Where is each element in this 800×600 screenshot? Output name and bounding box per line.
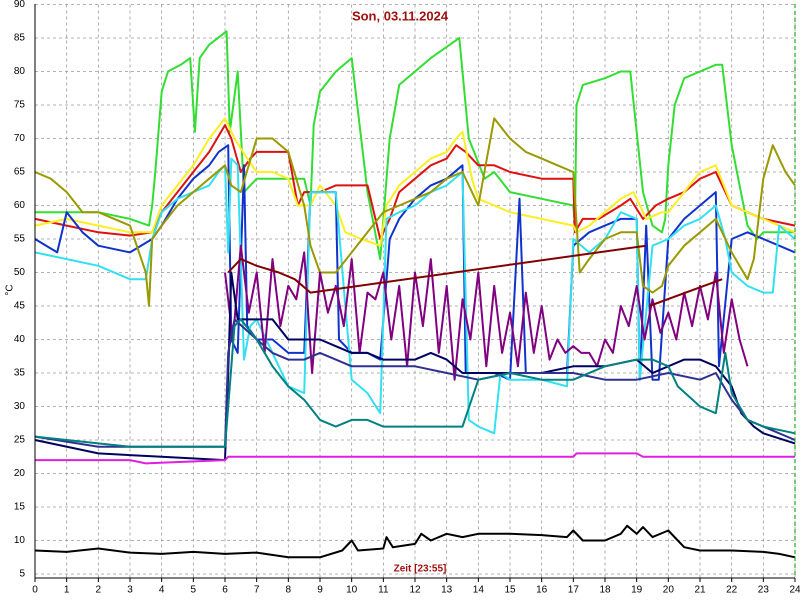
y-tick-label: 80 [14,66,26,77]
series-line [35,452,795,465]
x-tick-label: 15 [504,585,516,596]
y-tick-label: 85 [14,33,26,44]
series-line [224,244,749,381]
series-line [34,117,796,247]
series-line [34,271,796,462]
series-line [34,157,796,435]
y-tick-label: 10 [14,535,26,546]
y-tick-label: 40 [14,334,26,345]
series-line [34,524,796,559]
x-tick-label: 4 [159,585,165,596]
x-tick-label: 11 [378,585,389,596]
x-tick-label: 0 [32,585,38,596]
series-line [34,318,796,448]
y-tick-label: 50 [14,267,26,278]
series-line [34,318,796,448]
x-tick-label: 2 [96,585,102,596]
chart-title: Son, 03.11.2024 [352,8,449,23]
x-tick-label: 5 [191,585,197,596]
x-tick-label: 3 [127,585,133,596]
x-tick-label: 12 [409,585,421,596]
x-tick-label: 7 [254,585,260,596]
x-tick-label: 18 [599,585,611,596]
y-tick-label: 45 [14,301,26,312]
x-tick-label: 10 [346,585,358,596]
x-tick-label: 1 [64,585,70,596]
x-tick-label: 19 [631,585,643,596]
x-tick-label: 6 [222,585,228,596]
lines [34,30,796,559]
y-tick-label: 35 [14,368,26,379]
series-line [648,278,723,307]
y-tick-label: 70 [14,133,26,144]
y-tick-label: 55 [14,234,26,245]
x-tick-label: 13 [441,585,453,596]
x-tick-label: 9 [317,585,323,596]
y-axis-label: °C [5,284,16,295]
x-tick-label: 16 [536,585,548,596]
y-tick-label: 5 [19,569,25,580]
x-tick-label: 14 [473,585,485,596]
series-line [227,244,647,294]
y-tick-label: 75 [14,100,26,111]
x-tick-label: 17 [568,585,580,596]
x-tick-label: 23 [758,585,770,596]
y-tick-label: 60 [14,200,26,211]
x-tick-label: 20 [663,585,675,596]
series-line [35,30,795,261]
series-line [34,117,796,307]
y-tick-label: 25 [14,435,26,446]
series-line [34,124,796,240]
y-tick-label: 15 [14,502,26,513]
y-tick-label: 65 [14,167,26,178]
x-tick-label: 24 [789,585,800,596]
x-tick-label: 8 [286,585,292,596]
x-tick-label: 21 [694,585,706,596]
x-axis-label: Zeit [23:55] [394,564,447,575]
x-tick-label: 22 [726,585,738,596]
y-tick-label: 20 [14,468,26,479]
y-tick-label: 90 [14,0,26,10]
y-tick-label: 30 [14,401,26,412]
